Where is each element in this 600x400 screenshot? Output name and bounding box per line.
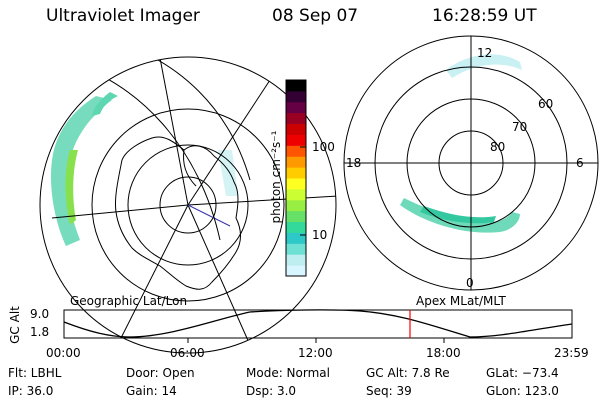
colorbar-segment	[286, 265, 306, 277]
info-dsp: Dsp: 3.0	[246, 384, 297, 398]
colorbar-segment	[286, 210, 306, 223]
altitude-ylabel: GC Alt	[7, 306, 22, 344]
colorbar-segment	[286, 112, 306, 125]
altitude-x-tick-4: 23:59	[554, 346, 589, 360]
colorbar-segment	[286, 188, 306, 201]
time-label: 16:28:59 UT	[432, 6, 537, 26]
mlt-hour-12: 12	[477, 46, 493, 60]
info-gain: Gain: 14	[126, 384, 177, 398]
colorbar-tick-high: 100	[312, 140, 335, 154]
colorbar-segment	[286, 101, 306, 114]
colorbar-segment	[286, 178, 306, 190]
colorbar-segment	[286, 254, 306, 266]
colorbar-segment	[286, 123, 306, 135]
colorbar-segment	[286, 167, 306, 179]
mlt-hour-0: 0	[466, 276, 474, 290]
colorbar-segment	[286, 145, 306, 157]
colorbar-segment	[286, 221, 306, 233]
date-label: 08 Sep 07	[272, 6, 359, 26]
geo-map-label: Geographic Lat/Lon	[70, 294, 188, 308]
colorbar-segment	[286, 232, 306, 244]
info-door: Door: Open	[126, 366, 195, 380]
colorbar-frame	[285, 79, 307, 277]
altitude-x-tick-1: 06:00	[170, 346, 205, 360]
geo-map-border	[39, 56, 337, 354]
colorbar-segment	[286, 156, 306, 168]
info-seq: Seq: 39	[366, 384, 412, 398]
info-ip: IP: 36.0	[8, 384, 54, 398]
colorbar-segment	[286, 80, 306, 92]
aurora-oval-geo	[50, 96, 112, 246]
altitude-y-top: 9.0	[30, 307, 50, 321]
info-glat: GLat: −73.4	[486, 366, 559, 380]
mlt-dial-label: Apex MLat/MLT	[416, 294, 506, 308]
info-mode: Mode: Normal	[246, 366, 330, 380]
mlt-lat-60: 60	[538, 97, 554, 111]
mlt-lat-80: 80	[490, 140, 506, 154]
altitude-x-tick-0: 00:00	[46, 346, 81, 360]
info-gc-alt: GC Alt: 7.8 Re	[366, 366, 450, 380]
altitude-plot-frame	[63, 309, 573, 339]
instrument-title: Ultraviolet Imager	[46, 6, 200, 26]
colorbar-segment	[286, 199, 306, 212]
colorbar-segment	[286, 243, 306, 255]
mlt-hour-18: 18	[346, 156, 362, 170]
colorbar-segment	[286, 134, 306, 146]
mlt-lat-70: 70	[512, 120, 528, 134]
colorbar-tick-low: 10	[312, 228, 328, 242]
colorbar-segments	[286, 80, 306, 277]
altitude-y-bottom: 1.8	[30, 325, 50, 339]
altitude-x-tick-2: 12:00	[298, 346, 333, 360]
altitude-x-tick-3: 18:00	[426, 346, 461, 360]
altitude-curve	[63, 309, 573, 338]
colorbar-segment	[286, 90, 306, 103]
info-glon: GLon: 123.0	[486, 384, 559, 398]
geo-map-content	[40, 57, 336, 346]
mlt-hour-6: 6	[576, 156, 584, 170]
info-filter: Flt: LBHL	[8, 366, 62, 380]
